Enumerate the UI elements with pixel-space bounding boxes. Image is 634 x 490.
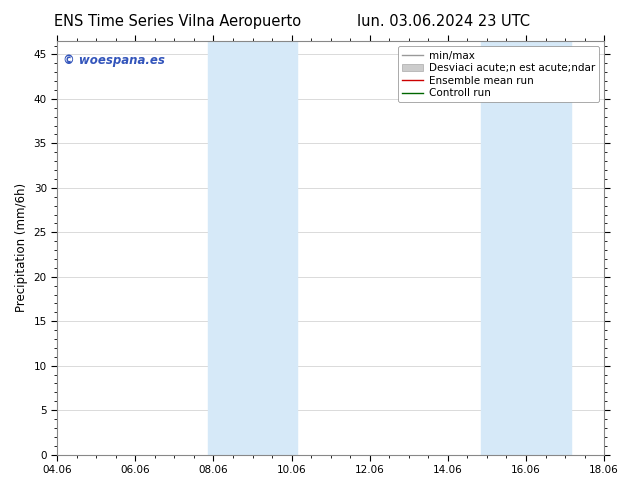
Legend: min/max, Desviaci acute;n est acute;ndar, Ensemble mean run, Controll run: min/max, Desviaci acute;n est acute;ndar… <box>398 47 599 102</box>
Y-axis label: Precipitation (mm/6h): Precipitation (mm/6h) <box>15 183 28 313</box>
Text: ENS Time Series Vilna Aeropuerto: ENS Time Series Vilna Aeropuerto <box>54 14 301 29</box>
Bar <box>493 41 559 455</box>
Bar <box>559 41 571 455</box>
Text: lun. 03.06.2024 23 UTC: lun. 03.06.2024 23 UTC <box>358 14 530 29</box>
Bar <box>207 41 219 455</box>
Bar <box>481 41 493 455</box>
Text: © woespana.es: © woespana.es <box>63 53 165 67</box>
Bar <box>286 41 297 455</box>
Bar <box>219 41 286 455</box>
